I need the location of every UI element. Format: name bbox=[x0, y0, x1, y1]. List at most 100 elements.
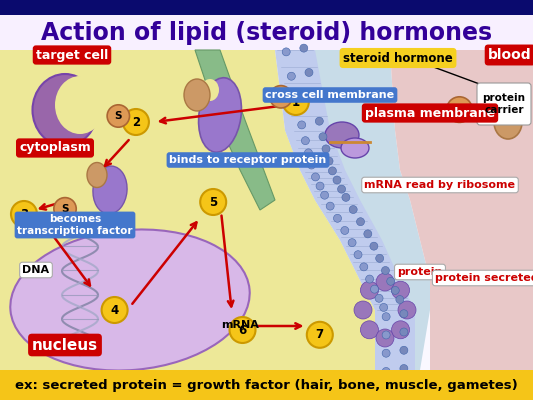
Circle shape bbox=[334, 214, 342, 222]
Polygon shape bbox=[275, 50, 415, 370]
Circle shape bbox=[357, 218, 365, 226]
Circle shape bbox=[304, 149, 312, 157]
Text: becomes
transcription factor: becomes transcription factor bbox=[17, 214, 133, 236]
Circle shape bbox=[349, 206, 357, 214]
Text: DNA: DNA bbox=[22, 265, 50, 275]
Bar bbox=[0, 15, 533, 50]
Circle shape bbox=[200, 189, 226, 215]
Text: 6: 6 bbox=[238, 324, 247, 336]
Text: mRNA read by ribosome: mRNA read by ribosome bbox=[365, 180, 515, 190]
Circle shape bbox=[400, 328, 408, 336]
Text: ex: secreted protein = growth factor (hair, bone, muscle, gametes): ex: secreted protein = growth factor (ha… bbox=[15, 378, 518, 392]
Circle shape bbox=[354, 301, 372, 319]
Circle shape bbox=[311, 173, 319, 181]
Ellipse shape bbox=[325, 122, 359, 148]
Text: 1: 1 bbox=[292, 96, 300, 108]
Circle shape bbox=[360, 321, 378, 339]
Circle shape bbox=[392, 281, 409, 299]
Circle shape bbox=[282, 48, 290, 56]
Circle shape bbox=[360, 281, 378, 299]
Text: mRNA: mRNA bbox=[221, 320, 259, 330]
Circle shape bbox=[316, 182, 324, 190]
Text: 4: 4 bbox=[110, 304, 119, 316]
Circle shape bbox=[337, 185, 345, 193]
Text: plasma membrane: plasma membrane bbox=[365, 106, 495, 120]
Text: S: S bbox=[115, 111, 122, 121]
Circle shape bbox=[287, 72, 295, 80]
Circle shape bbox=[400, 346, 408, 354]
Text: 3: 3 bbox=[20, 208, 28, 220]
Circle shape bbox=[316, 117, 324, 125]
Polygon shape bbox=[0, 50, 375, 370]
Circle shape bbox=[366, 275, 374, 283]
Ellipse shape bbox=[10, 230, 249, 370]
Text: S: S bbox=[277, 92, 285, 102]
Text: protein
carrier: protein carrier bbox=[482, 93, 526, 115]
Circle shape bbox=[283, 89, 309, 115]
Circle shape bbox=[370, 242, 378, 250]
Polygon shape bbox=[285, 50, 430, 370]
Circle shape bbox=[400, 310, 408, 318]
Ellipse shape bbox=[55, 76, 105, 134]
Circle shape bbox=[300, 44, 308, 52]
Circle shape bbox=[270, 86, 292, 108]
Circle shape bbox=[301, 137, 309, 145]
Circle shape bbox=[364, 230, 372, 238]
Circle shape bbox=[375, 294, 383, 302]
Circle shape bbox=[382, 266, 390, 274]
Text: 7: 7 bbox=[316, 328, 324, 341]
Ellipse shape bbox=[494, 105, 522, 139]
Circle shape bbox=[293, 96, 301, 104]
Circle shape bbox=[333, 176, 341, 184]
Circle shape bbox=[298, 121, 306, 129]
Circle shape bbox=[54, 198, 76, 220]
Polygon shape bbox=[390, 50, 533, 370]
Circle shape bbox=[398, 301, 416, 319]
Circle shape bbox=[308, 161, 316, 169]
Text: protein secreted: protein secreted bbox=[435, 273, 533, 283]
Circle shape bbox=[123, 109, 149, 135]
Text: 2: 2 bbox=[132, 116, 140, 128]
Circle shape bbox=[379, 304, 387, 312]
Circle shape bbox=[376, 254, 384, 262]
Circle shape bbox=[382, 349, 390, 357]
Ellipse shape bbox=[341, 138, 369, 158]
Circle shape bbox=[376, 329, 394, 347]
Circle shape bbox=[328, 167, 336, 175]
Circle shape bbox=[382, 313, 390, 321]
Text: cross cell membrane: cross cell membrane bbox=[265, 90, 394, 100]
Circle shape bbox=[310, 93, 318, 101]
Circle shape bbox=[396, 296, 404, 304]
Ellipse shape bbox=[33, 74, 98, 146]
Text: protein: protein bbox=[397, 267, 443, 277]
Text: nucleus: nucleus bbox=[32, 338, 98, 352]
Ellipse shape bbox=[93, 166, 127, 214]
Circle shape bbox=[400, 364, 408, 372]
Ellipse shape bbox=[199, 78, 241, 152]
Circle shape bbox=[370, 285, 378, 293]
Text: cytoplasm: cytoplasm bbox=[19, 142, 91, 154]
Circle shape bbox=[326, 202, 334, 210]
Circle shape bbox=[11, 201, 37, 227]
Circle shape bbox=[382, 331, 390, 339]
Bar bbox=[0, 0, 533, 15]
Circle shape bbox=[387, 277, 395, 285]
Polygon shape bbox=[195, 50, 275, 210]
Text: S: S bbox=[456, 105, 463, 115]
Ellipse shape bbox=[87, 162, 107, 188]
Ellipse shape bbox=[184, 79, 210, 111]
Circle shape bbox=[360, 263, 368, 271]
Ellipse shape bbox=[201, 79, 219, 101]
FancyBboxPatch shape bbox=[477, 83, 531, 125]
Circle shape bbox=[102, 297, 127, 323]
Text: Action of lipid (steroid) hormones: Action of lipid (steroid) hormones bbox=[41, 21, 492, 45]
Circle shape bbox=[319, 133, 327, 141]
Circle shape bbox=[305, 68, 313, 76]
Circle shape bbox=[107, 105, 130, 127]
Circle shape bbox=[382, 368, 390, 376]
Circle shape bbox=[322, 145, 330, 153]
Circle shape bbox=[391, 286, 399, 294]
Bar bbox=[0, 370, 533, 400]
Circle shape bbox=[230, 317, 255, 343]
Circle shape bbox=[376, 273, 394, 291]
